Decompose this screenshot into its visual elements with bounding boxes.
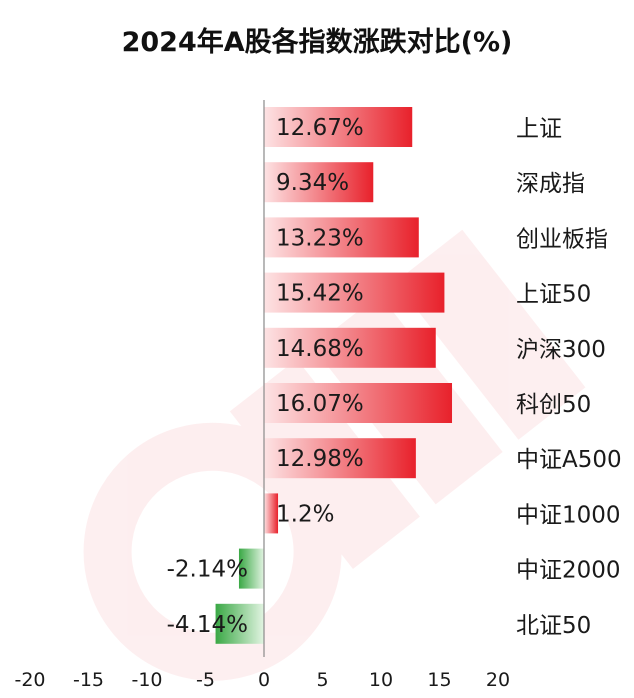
category-label-9: 北证50 (516, 613, 591, 639)
category-label-0: 上证 (516, 116, 562, 142)
category-label-4: 沪深300 (516, 337, 606, 363)
bar-1 (264, 162, 374, 203)
chart-title: 2024年A股各指数涨跌对比(%) (122, 26, 513, 58)
category-label-3: 上证50 (516, 282, 591, 308)
value-label-1: 9.34% (276, 170, 349, 196)
category-label-6: 中证A500 (516, 447, 622, 473)
bar-0 (264, 107, 413, 147)
x-tick-label-8: 20 (486, 669, 510, 691)
category-label-2: 创业板指 (516, 226, 608, 252)
x-tick-label-5: 5 (316, 669, 328, 691)
x-tick-label-6: 10 (369, 669, 393, 691)
x-tick-label-0: -20 (14, 669, 45, 691)
bar-4 (264, 327, 436, 368)
value-label-4: 14.68% (276, 336, 364, 362)
bar-3 (264, 272, 445, 313)
value-label-6: 12.98% (276, 446, 364, 472)
bar-8 (238, 548, 264, 589)
value-label-8: -2.14% (167, 557, 248, 583)
value-label-2: 13.23% (276, 225, 364, 251)
bar-9 (215, 603, 264, 644)
x-tick-label-7: 15 (427, 669, 451, 691)
value-label-5: 16.07% (276, 391, 364, 417)
value-label-0: 12.67% (276, 115, 364, 141)
x-tick-label-2: -10 (131, 669, 162, 691)
bar-2 (264, 217, 419, 258)
bar-6 (264, 438, 416, 479)
x-tick-label-4: 0 (258, 669, 270, 691)
category-label-7: 中证1000 (516, 502, 621, 528)
x-tick-label-1: -15 (73, 669, 104, 691)
bar-5 (264, 383, 453, 423)
bar-7 (264, 493, 279, 534)
category-label-5: 科创50 (516, 392, 591, 418)
value-label-7: 1.2% (276, 501, 334, 527)
value-label-3: 15.42% (276, 281, 364, 307)
x-tick-label-3: -5 (196, 669, 215, 691)
category-label-1: 深成指 (516, 171, 585, 197)
category-label-8: 中证2000 (516, 558, 621, 584)
value-label-9: -4.14% (167, 612, 248, 638)
